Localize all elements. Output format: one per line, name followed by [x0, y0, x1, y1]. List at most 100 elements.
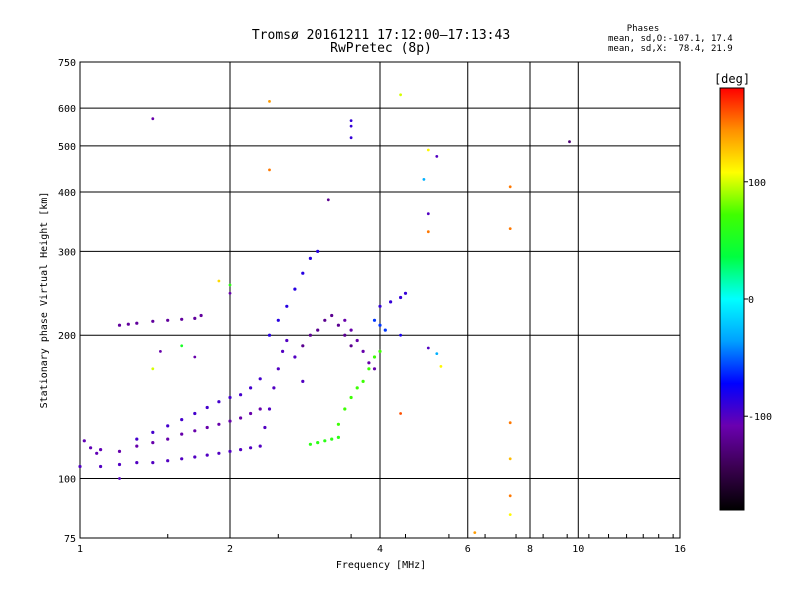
echo-point [326, 198, 330, 202]
echo-point [281, 349, 285, 353]
echo-point [349, 344, 353, 348]
echo-point [343, 407, 347, 411]
echo-point [151, 430, 155, 434]
echo-point [126, 322, 130, 326]
echo-point [323, 318, 327, 322]
echo-point [193, 316, 197, 320]
echo-point [336, 422, 340, 426]
echo-point [258, 444, 262, 448]
echo-point [367, 361, 371, 365]
echo-point [117, 323, 122, 327]
echo-point [205, 405, 209, 410]
echo-point [228, 291, 232, 295]
echo-point [361, 379, 365, 383]
echo-point [355, 386, 359, 390]
echo-point [193, 429, 197, 433]
echo-point [239, 416, 243, 420]
y-tick-label: 200 [58, 331, 76, 342]
echo-point [336, 323, 340, 327]
legend-line-o: mean, sd,O:-107.1, 17.4 [608, 34, 733, 44]
y-tick-label: 400 [58, 188, 76, 199]
x-tick-label: 10 [572, 544, 584, 555]
echo-point [435, 352, 439, 355]
echo-point [285, 304, 289, 308]
echo-point [293, 287, 297, 291]
x-tick-label: 2 [227, 544, 233, 555]
y-tick-label: 500 [58, 142, 76, 153]
echo-point [330, 437, 334, 441]
echo-point [508, 457, 512, 461]
echo-point [316, 249, 320, 253]
echo-point [301, 344, 305, 348]
echo-point [166, 318, 170, 322]
x-tick-label: 4 [377, 544, 383, 555]
echo-point [228, 283, 232, 287]
y-tick-label: 100 [58, 475, 76, 486]
echo-point [349, 328, 353, 332]
echo-point [568, 140, 571, 144]
echo-point [249, 446, 253, 450]
echo-point [118, 477, 121, 480]
echo-point [166, 437, 170, 441]
echo-point [426, 212, 430, 216]
echo-point [355, 338, 359, 343]
echo-point [399, 93, 402, 97]
echo-point [217, 451, 221, 455]
echo-point [180, 317, 184, 321]
echo-point [258, 407, 262, 411]
echo-point [316, 441, 320, 445]
colorbar: 100 0 -100 [719, 87, 772, 511]
echo-point [135, 461, 139, 465]
echo-point [439, 365, 443, 368]
echo-point [276, 367, 280, 371]
echo-point [135, 321, 139, 325]
echo-point [508, 513, 512, 516]
echo-point [151, 461, 155, 465]
chart-subtitle: RwPretec (8p) [330, 41, 432, 56]
echo-point [308, 333, 312, 337]
echo-point [473, 531, 477, 534]
echo-point [258, 377, 262, 381]
x-tick-label: 16 [674, 544, 686, 555]
echo-point [372, 367, 377, 371]
echo-point [389, 300, 393, 304]
echo-point [151, 441, 155, 445]
echo-point [349, 136, 353, 140]
x-tick-label: 6 [465, 544, 471, 555]
echo-point [378, 349, 382, 353]
echo-point [180, 344, 184, 348]
echo-point [217, 279, 221, 283]
echo-point [399, 333, 402, 337]
echo-point [426, 346, 430, 350]
data-points [78, 93, 571, 534]
echo-point [193, 355, 197, 359]
echo-point [99, 464, 103, 469]
echo-point [426, 230, 430, 234]
echo-point [308, 442, 312, 446]
echo-point [78, 464, 82, 469]
echo-point [508, 494, 512, 498]
echo-point [276, 318, 280, 322]
plot-area: 75 100 200 300 400 500 600 750 1 2 4 6 8 10 16 [58, 58, 686, 555]
echo-point [205, 453, 209, 457]
echo-point [316, 328, 320, 332]
echo-point [228, 395, 232, 400]
x-tick-label: 1 [77, 544, 83, 555]
colorbar-tick-label: 100 [748, 178, 766, 189]
echo-point [349, 124, 353, 128]
legend-title: Phases [627, 24, 660, 34]
chart-title: Tromsø 20161211 17:12:00–17:13:43 [252, 28, 510, 43]
echo-point [180, 432, 184, 436]
echo-point [378, 323, 382, 327]
echo-point [159, 350, 162, 353]
echo-point [508, 421, 512, 425]
echo-point [336, 435, 340, 439]
echo-point [399, 295, 403, 300]
echo-point [151, 367, 155, 371]
echo-point [180, 457, 184, 461]
echo-point [372, 355, 377, 359]
echo-point [193, 411, 197, 416]
echo-point [349, 395, 353, 400]
echo-point [151, 319, 155, 323]
